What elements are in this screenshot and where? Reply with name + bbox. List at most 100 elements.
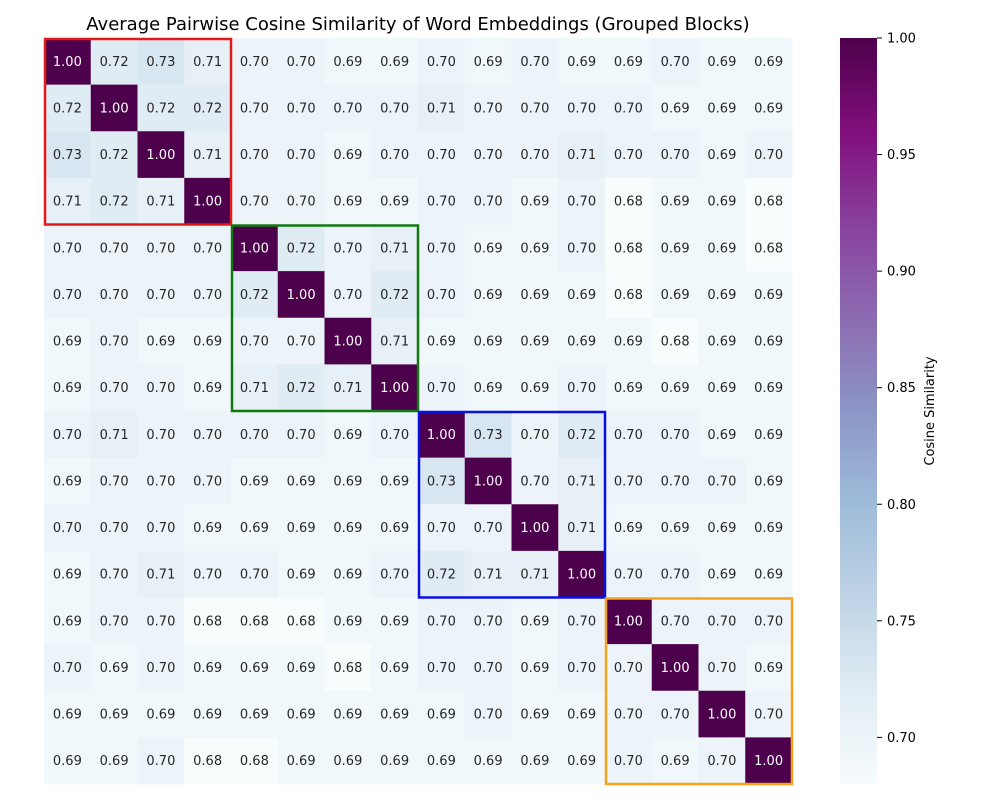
heatmap-cell — [137, 38, 185, 86]
cell-value-label: 0.71 — [427, 101, 456, 116]
cell-value-label: 0.70 — [707, 474, 736, 489]
heatmap-cell — [464, 504, 512, 552]
heatmap-cell — [324, 504, 372, 552]
heatmap-cell — [464, 737, 512, 785]
cell-value-label: 0.69 — [567, 335, 596, 350]
heatmap-cell — [90, 84, 138, 132]
heatmap-cell — [44, 364, 92, 412]
cell-value-label: 0.69 — [754, 568, 783, 583]
cell-value-label: 0.70 — [240, 148, 269, 163]
cell-value-label: 0.69 — [240, 521, 269, 536]
heatmap-cell — [558, 364, 606, 412]
cell-value-label: 0.69 — [240, 708, 269, 723]
heatmap-cell — [324, 317, 372, 365]
colorbar: 0.70 0.75 0.80 0.85 0.90 0.95 1.00 Cosine Simi… — [840, 32, 938, 784]
cell-value-label: 0.69 — [333, 708, 362, 723]
heatmap-cell — [745, 690, 793, 738]
cell-value-label: 0.72 — [287, 381, 316, 396]
heatmap-cell — [277, 690, 325, 738]
cell-value-label: 0.69 — [53, 754, 82, 769]
cell-value-label: 0.72 — [100, 55, 129, 70]
heatmap-cell — [698, 690, 746, 738]
cell-value-label: 0.70 — [614, 101, 643, 116]
cell-value-label: 0.71 — [520, 568, 549, 583]
heatmap-cell — [418, 38, 466, 86]
group-block-outline — [230, 224, 420, 413]
cell-value-label: 0.70 — [287, 335, 316, 350]
heatmap-cell — [277, 317, 325, 365]
cell-value-label: 0.69 — [520, 195, 549, 210]
cell-value-label: 0.70 — [146, 661, 175, 676]
cell-value-label: 0.69 — [333, 55, 362, 70]
heatmap-cell — [44, 411, 92, 459]
heatmap-cell — [137, 224, 185, 272]
heatmap-cell — [137, 690, 185, 738]
colorbar-tick-label: 0.85 — [887, 381, 916, 396]
heatmap-cell — [464, 457, 512, 505]
cell-value-label: 0.70 — [427, 288, 456, 303]
heatmap-cell — [277, 644, 325, 692]
cell-value-label: 0.68 — [333, 661, 362, 676]
heatmap-cell — [137, 597, 185, 645]
cell-value-label: 0.70 — [427, 381, 456, 396]
heatmap-cell — [418, 317, 466, 365]
cell-value-label: 0.73 — [53, 148, 82, 163]
heatmap-cell — [418, 644, 466, 692]
cell-value-label: 0.72 — [427, 568, 456, 583]
heatmap-cell — [651, 131, 699, 179]
cell-value-label: 0.69 — [754, 101, 783, 116]
cell-value-label: 0.72 — [100, 148, 129, 163]
heatmap-cell — [324, 597, 372, 645]
cell-value-label: 0.71 — [567, 474, 596, 489]
heatmap-cell — [698, 411, 746, 459]
heatmap-cell — [137, 177, 185, 225]
heatmap-cell — [90, 411, 138, 459]
heatmap-cell — [44, 131, 92, 179]
cell-value-label: 0.70 — [380, 101, 409, 116]
heatmap-cell — [651, 644, 699, 692]
colorbar-tick-label: 0.95 — [887, 148, 916, 163]
cell-value-label: 0.70 — [474, 101, 503, 116]
cell-value-label: 1.00 — [53, 55, 82, 70]
cell-value-label: 0.70 — [287, 101, 316, 116]
cell-value-label: 0.69 — [754, 335, 783, 350]
cell-value-label: 0.69 — [474, 241, 503, 256]
heatmap-cell — [605, 550, 653, 598]
heatmap-cell — [324, 224, 372, 272]
heatmap-cell — [558, 177, 606, 225]
cell-value-label: 0.70 — [614, 148, 643, 163]
heatmap-cells: 1.00 0.72 0.73 0.71 0.70 0.70 0.69 0.69 0.70 0.69… — [44, 38, 793, 785]
heatmap-cell — [651, 84, 699, 132]
cell-value-label: 0.71 — [567, 148, 596, 163]
cell-value-label: 0.69 — [100, 708, 129, 723]
heatmap-cell — [745, 504, 793, 552]
cell-value-label: 1.00 — [193, 195, 222, 210]
cell-value-label: 1.00 — [567, 568, 596, 583]
heatmap-cell — [371, 177, 419, 225]
heatmap-cell — [698, 84, 746, 132]
cell-value-label: 0.70 — [380, 148, 409, 163]
heatmap-cell — [371, 597, 419, 645]
cell-value-label: 0.70 — [146, 521, 175, 536]
cell-value-label: 0.70 — [380, 428, 409, 443]
heatmap-cell — [511, 597, 559, 645]
heatmap-cell — [371, 737, 419, 785]
heatmap-cell — [371, 38, 419, 86]
heatmap-cell — [231, 690, 279, 738]
heatmap-cell — [698, 364, 746, 412]
heatmap-cell — [44, 597, 92, 645]
cell-value-label: 0.70 — [754, 614, 783, 629]
heatmap-cell — [745, 737, 793, 785]
cell-value-label: 0.70 — [193, 288, 222, 303]
cell-value-label: 0.70 — [707, 614, 736, 629]
cell-value-label: 0.70 — [240, 55, 269, 70]
cell-value-label: 0.70 — [661, 148, 690, 163]
heatmap-cell — [184, 364, 232, 412]
cell-value-label: 0.70 — [520, 148, 549, 163]
cell-value-label: 0.69 — [474, 754, 503, 769]
cell-value-label: 0.69 — [193, 708, 222, 723]
cell-value-label: 0.69 — [707, 335, 736, 350]
cell-value-label: 0.72 — [287, 241, 316, 256]
cell-value-label: 0.70 — [146, 241, 175, 256]
heatmap-cell — [605, 271, 653, 319]
